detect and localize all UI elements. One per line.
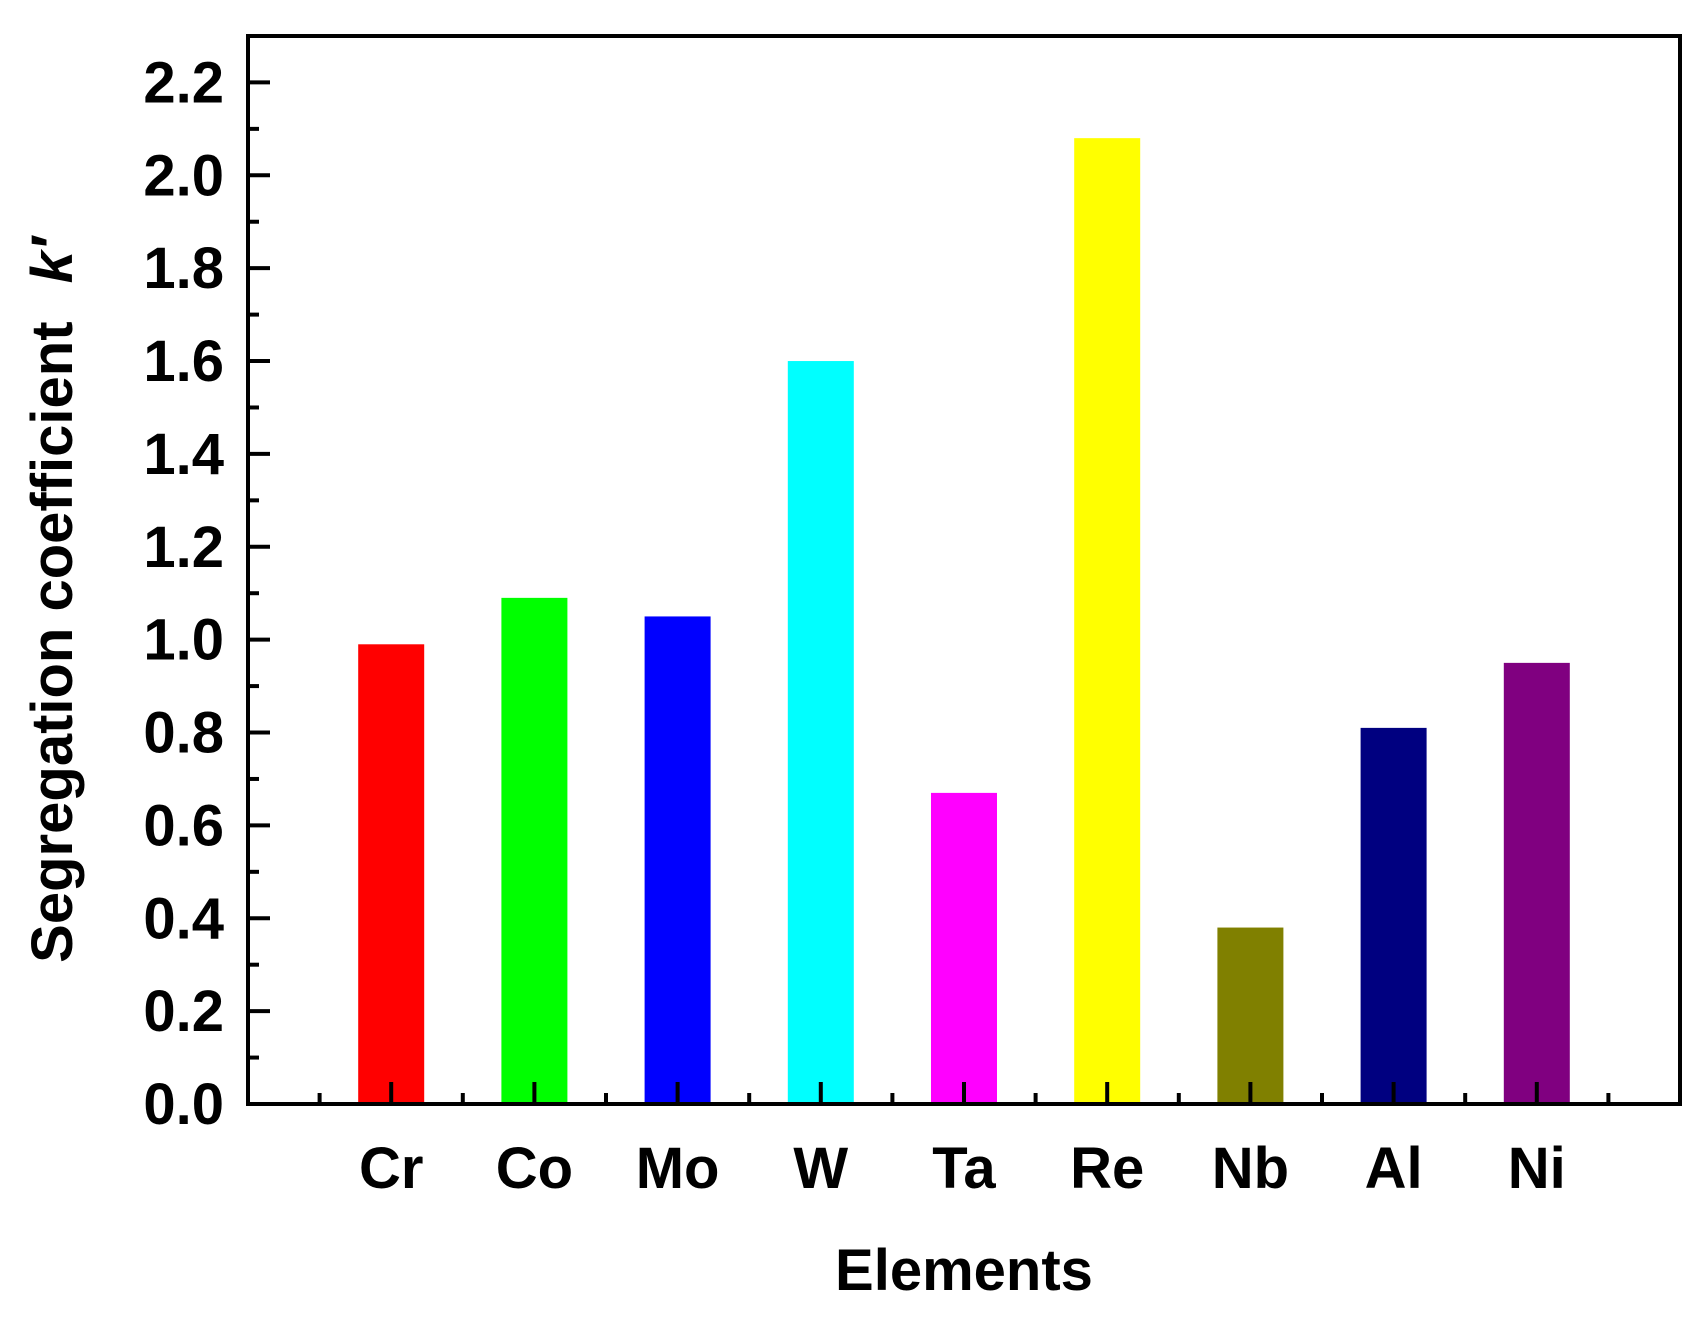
y-tick-label: 0.8 [143, 701, 224, 766]
y-tick-label: 1.2 [143, 515, 224, 580]
y-tick-label: 2.2 [143, 50, 224, 115]
x-tick-label: Re [1070, 1136, 1144, 1201]
y-axis-label: Segregation coefficient k′ [20, 235, 85, 963]
y-tick-label: 1.0 [143, 608, 224, 673]
x-tick-label: Co [496, 1136, 573, 1201]
y-tick-label: 0.4 [143, 886, 224, 951]
y-tick-label: 0.2 [143, 979, 224, 1044]
x-tick-labels: Cr Co Mo W Ta Re Nb Al Ni [359, 1136, 1566, 1201]
bars-layer [358, 138, 1570, 1105]
bar-w [787, 361, 854, 1105]
y-tick-label: 0.6 [143, 793, 224, 858]
y-tick-label: 2.0 [143, 143, 224, 208]
x-tick-label: Nb [1212, 1136, 1289, 1201]
y-tick-labels: 0.0 0.2 0.4 0.6 0.8 1.0 1.2 1.4 1.6 1.8 2.0 2.2 [143, 50, 224, 1137]
x-tick-label: Mo [636, 1136, 720, 1201]
y-tick-label: 1.8 [143, 236, 224, 301]
y-axis-label-text: Segregation coefficient [20, 321, 85, 962]
x-tick-label: Ta [932, 1136, 996, 1201]
y-tick-label: 1.4 [143, 422, 224, 487]
plot-frame [246, 34, 1682, 1106]
bar-mo [644, 616, 711, 1104]
y-tick-label: 1.6 [143, 329, 224, 394]
bar-re [1074, 138, 1141, 1105]
x-tick-label: W [793, 1136, 848, 1201]
bar-cr [358, 644, 425, 1104]
x-axis-label: Elements [835, 1238, 1093, 1303]
bar-ni [1503, 662, 1570, 1104]
y-axis-label-symbol: k′ [20, 235, 85, 283]
x-tick-label: Ni [1508, 1136, 1566, 1201]
bar-nb [1217, 927, 1284, 1104]
bar-al [1360, 727, 1427, 1104]
bar-co [501, 597, 568, 1104]
bar-ta [931, 792, 997, 1104]
x-tick-label: Cr [359, 1136, 423, 1201]
y-tick-label: 0.0 [143, 1072, 224, 1137]
x-tick-label: Al [1365, 1136, 1423, 1201]
